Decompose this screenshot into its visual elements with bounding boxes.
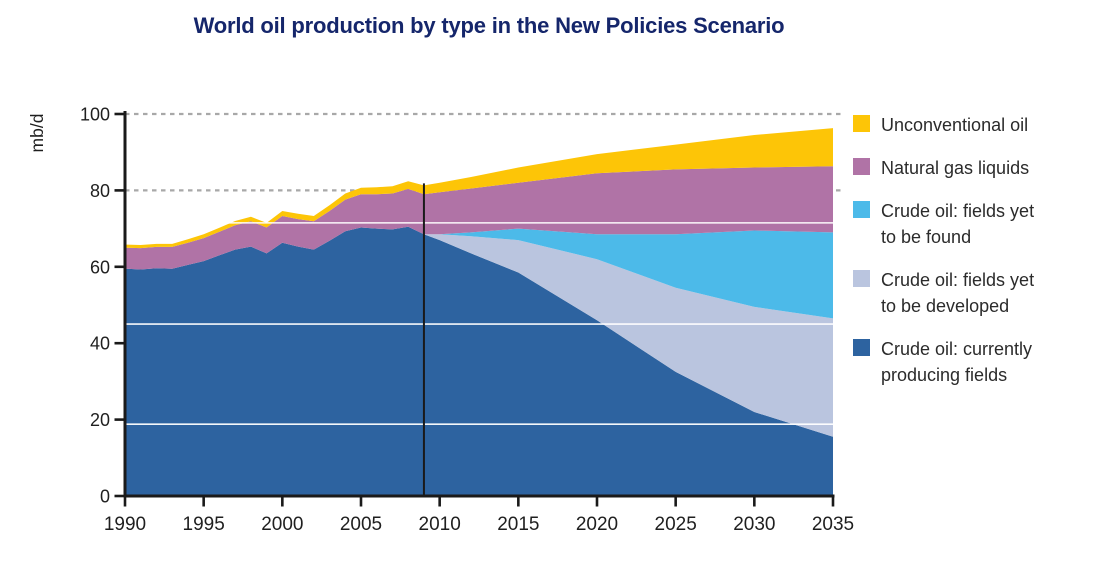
legend-swatch-natural-gas-liquids: [853, 158, 870, 175]
legend-swatch-unconventional-oil: [853, 115, 870, 132]
legend-label-unconventional-oil: Unconventional oil: [881, 115, 1029, 135]
legend-label-crude-currently-producing: Crude oil: currently producing fields: [881, 339, 1033, 385]
legend-label-crude-to-be-developed: Crude oil: fields yet to be developed: [881, 270, 1035, 316]
y-tick-label-0: 0: [100, 487, 110, 507]
legend-item-natural-gas-liquids: Natural gas liquids: [853, 155, 1098, 181]
chart-title: World oil production by type in the New …: [193, 13, 785, 38]
y-tick-label-60: 60: [90, 257, 110, 277]
x-tick-label-2020: 2020: [576, 514, 618, 535]
y-tick-label-40: 40: [90, 334, 110, 354]
y-tick-label-20: 20: [90, 410, 110, 430]
y-tick-label-100: 100: [80, 105, 110, 125]
x-tick-label-2000: 2000: [261, 514, 303, 535]
legend-item-crude-currently-producing: Crude oil: currently producing fields: [853, 336, 1098, 388]
y-tick-label-80: 80: [90, 181, 110, 201]
x-tick-label-2035: 2035: [812, 514, 854, 535]
legend-item-crude-to-be-found: Crude oil: fields yet to be found: [853, 198, 1098, 250]
x-tick-label-2025: 2025: [655, 514, 697, 535]
x-tick-label-1990: 1990: [104, 514, 146, 535]
legend-label-crude-to-be-found: Crude oil: fields yet to be found: [881, 201, 1035, 247]
x-tick-label-2030: 2030: [733, 514, 775, 535]
x-tick-label-1995: 1995: [183, 514, 225, 535]
area-natural-gas-liquids: [125, 166, 833, 270]
legend-swatch-crude-to-be-developed: [853, 270, 870, 287]
x-tick-label-2010: 2010: [419, 514, 461, 535]
legend-label-natural-gas-liquids: Natural gas liquids: [881, 158, 1030, 178]
legend-swatch-crude-currently-producing: [853, 339, 870, 356]
y-axis-title: mb/d: [27, 114, 47, 153]
area-unconventional-oil: [125, 128, 833, 249]
area-crude-currently-producing: [125, 226, 833, 496]
legend: Unconventional oil Natural gas liquids Cru…: [853, 112, 1098, 405]
x-tick-label-2005: 2005: [340, 514, 382, 535]
area-crude-to-be-developed: [125, 226, 833, 437]
legend-swatch-crude-to-be-found: [853, 201, 870, 218]
area-crude-to-be-found: [125, 226, 833, 319]
legend-item-unconventional-oil: Unconventional oil: [853, 112, 1098, 138]
legend-item-crude-to-be-developed: Crude oil: fields yet to be developed: [853, 267, 1098, 319]
x-tick-label-2015: 2015: [497, 514, 539, 535]
